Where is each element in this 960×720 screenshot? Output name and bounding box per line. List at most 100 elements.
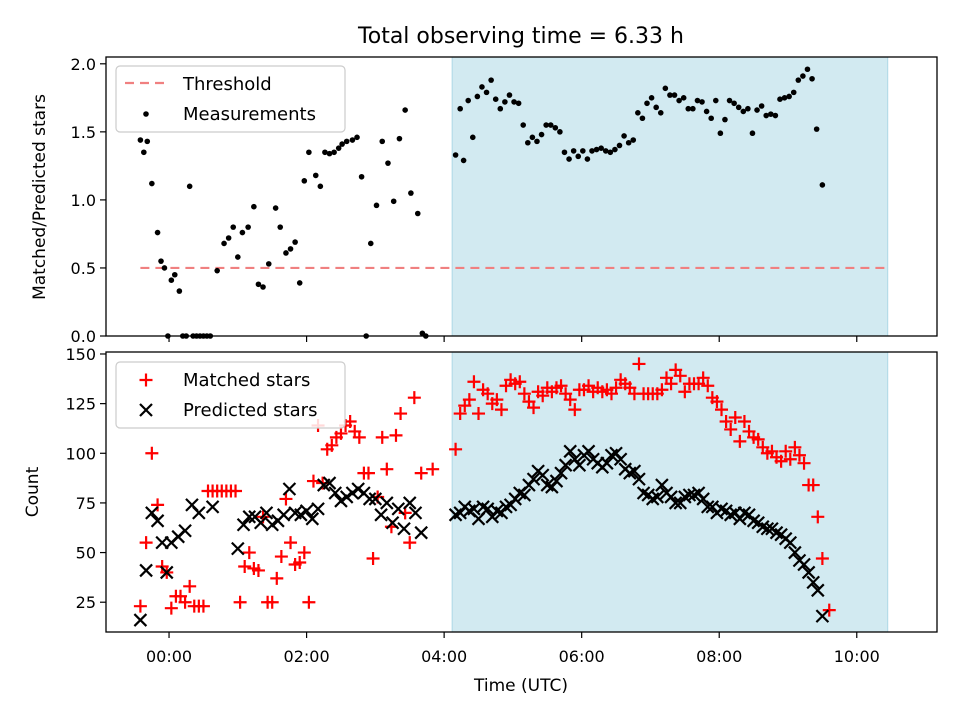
matched-star-point	[490, 393, 504, 407]
bottom-legend: Matched stars Predicted stars	[115, 361, 346, 429]
matched-star-point	[815, 552, 829, 566]
measurement-point	[813, 126, 820, 132]
predicted-star-point	[806, 575, 820, 590]
predicted-star-point	[554, 466, 568, 480]
measurement-point	[570, 148, 577, 154]
matched-star-point	[274, 550, 288, 564]
measurement-point	[460, 157, 467, 164]
measurement-point	[301, 178, 308, 184]
measurement-point	[154, 229, 161, 236]
measurement-point	[745, 105, 751, 112]
measurement-point	[511, 99, 517, 105]
matched-star-point	[293, 555, 307, 569]
predicted-star-point	[133, 613, 148, 627]
measurement-point	[749, 130, 756, 137]
matched-star-point	[279, 492, 293, 506]
measurement-point	[703, 108, 710, 115]
measurement-point	[593, 146, 600, 153]
matched-star-point	[343, 415, 357, 429]
measurement-point	[722, 116, 728, 123]
matched-star-point	[481, 387, 495, 401]
bottom-panel: 25 50 75 100 125 150 00:00 02:00 04:00 06:00 08:0…	[23, 345, 938, 696]
measurement-point	[373, 202, 380, 209]
matched-star-point	[797, 456, 811, 470]
matched-star-point	[774, 454, 788, 468]
matched-star-point	[710, 395, 724, 409]
predicted-star-points	[133, 444, 830, 627]
predicted-star-point	[535, 468, 550, 482]
matched-star-point	[554, 379, 568, 393]
measurement-point	[158, 258, 164, 264]
measurement-point	[492, 96, 499, 102]
measurement-point	[277, 224, 284, 230]
matched-star-point	[462, 393, 476, 407]
predicted-star-point	[632, 472, 646, 486]
predicted-star-point	[236, 517, 251, 532]
measurement-point	[671, 92, 678, 98]
measurement-point	[349, 137, 356, 143]
predicted-star-point	[613, 452, 628, 467]
matched-star-point	[453, 407, 467, 421]
measurement-point	[657, 110, 664, 116]
measurement-point	[358, 173, 365, 180]
measurement-point	[469, 134, 476, 141]
measurement-point	[639, 115, 646, 122]
predicted-star-point	[253, 516, 268, 530]
measurement-point	[781, 95, 788, 101]
y-tick-label: 75	[76, 494, 96, 513]
measurement-point	[479, 84, 485, 90]
measurement-point	[529, 134, 536, 141]
matched-star-point	[664, 377, 678, 391]
top-axes-frame	[105, 56, 938, 337]
matched-star-point	[728, 411, 742, 425]
y-tick-label: 50	[76, 544, 96, 563]
measurement-point	[699, 99, 705, 105]
measurement-point	[726, 97, 733, 104]
matched-star-point	[811, 510, 825, 524]
predicted-star-point	[788, 545, 802, 560]
measurement-point	[260, 284, 266, 290]
legend-measurements-label: Measurements	[183, 104, 316, 125]
measurement-point	[790, 89, 797, 96]
measurement-point	[580, 148, 586, 154]
measurement-point	[457, 105, 463, 112]
bottom-y-axis-label: Count	[23, 466, 43, 517]
measurement-point	[225, 235, 232, 241]
matched-star-points	[133, 357, 836, 617]
predicted-star-point	[517, 488, 532, 502]
x-tick-label: 04:00	[421, 647, 467, 666]
legend-threshold-label: Threshold	[182, 74, 272, 95]
measurement-point	[245, 224, 251, 230]
measurement-point	[667, 92, 673, 98]
matched-star-point	[696, 371, 710, 385]
measurement-point	[339, 141, 345, 147]
measurement-point	[616, 142, 623, 149]
predicted-star-point	[259, 506, 274, 520]
measurement-point	[390, 198, 397, 205]
predicted-star-point	[760, 521, 775, 536]
measurement-point	[589, 148, 595, 154]
top-legend: Threshold Measurements	[115, 65, 346, 133]
measurement-point	[676, 97, 682, 104]
legend-predicted-label: Predicted stars	[183, 400, 317, 421]
matched-star-point	[380, 462, 394, 476]
measurement-point	[326, 150, 333, 157]
matched-star-point	[375, 430, 389, 444]
predicted-star-point	[397, 521, 411, 536]
measurement-point	[287, 246, 294, 252]
matched-star-point	[133, 599, 147, 613]
matched-star-point	[265, 595, 279, 609]
predicted-star-point	[334, 494, 348, 508]
y-tick-label: 2.0	[71, 55, 96, 74]
matched-star-point	[229, 484, 243, 498]
x-tick-label: 06:00	[559, 647, 605, 666]
measurement-point	[239, 229, 246, 236]
measurement-point	[292, 239, 298, 245]
y-tick-label: 1.5	[71, 123, 96, 142]
predicted-star-point	[362, 492, 377, 506]
matched-star-point	[724, 422, 738, 436]
matched-star-point	[783, 452, 797, 466]
matched-star-point	[715, 403, 729, 417]
matched-star-point	[563, 393, 577, 407]
matched-star-point	[414, 466, 428, 480]
